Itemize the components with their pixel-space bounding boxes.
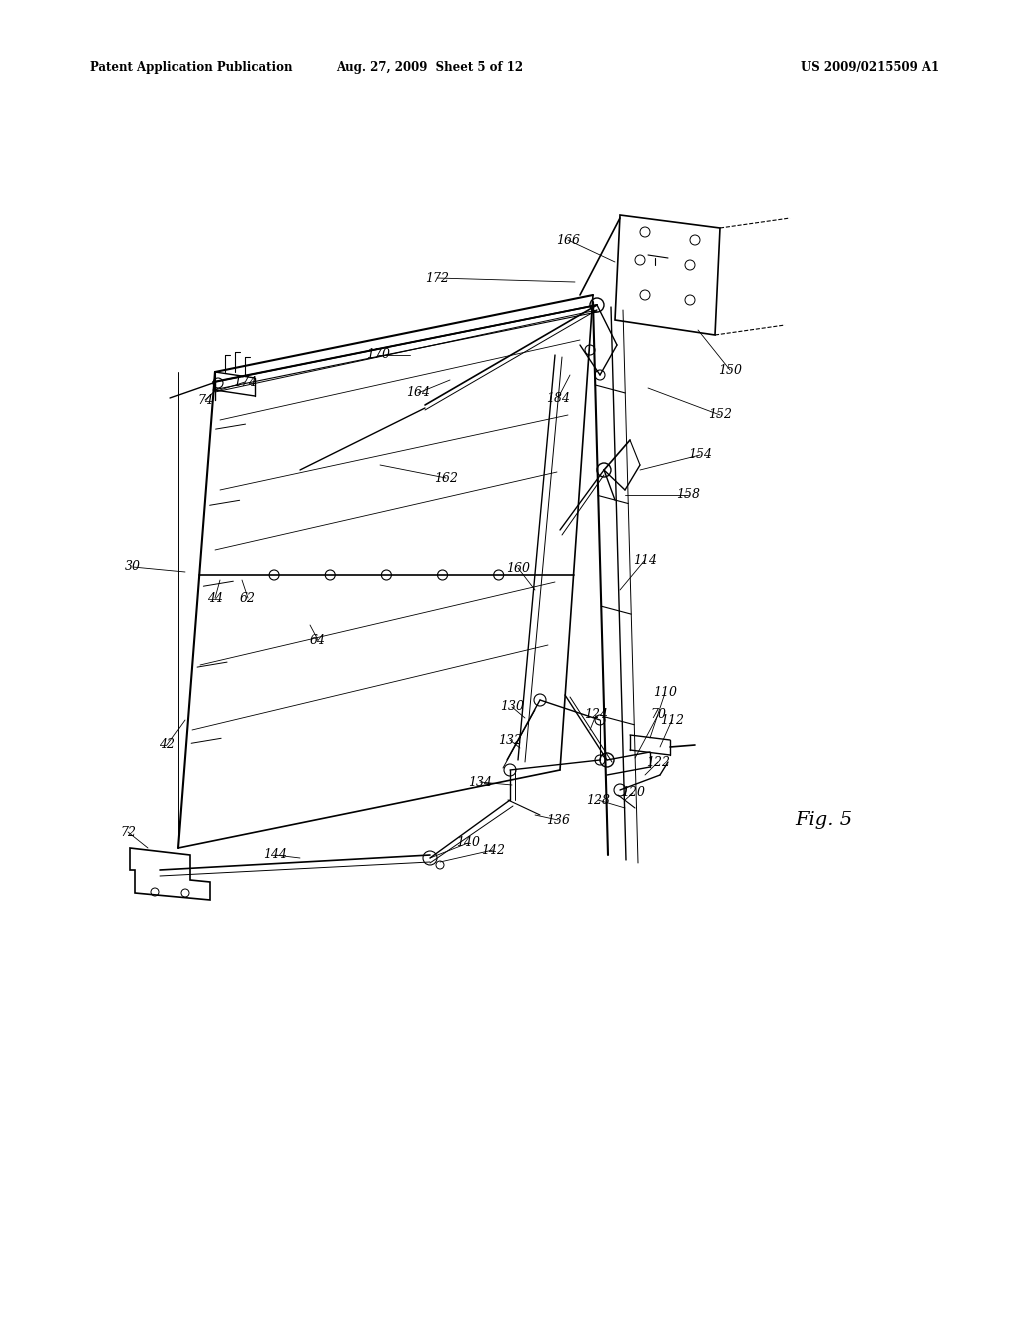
- Text: 134: 134: [468, 776, 492, 788]
- Text: 162: 162: [434, 471, 458, 484]
- Text: US 2009/0215509 A1: US 2009/0215509 A1: [801, 62, 939, 74]
- Text: 170: 170: [366, 348, 390, 362]
- Text: 142: 142: [481, 843, 505, 857]
- Text: 70: 70: [650, 709, 666, 722]
- Text: 164: 164: [406, 387, 430, 400]
- Text: 152: 152: [708, 408, 732, 421]
- Text: 172: 172: [425, 272, 449, 285]
- Text: 42: 42: [159, 738, 175, 751]
- Text: 64: 64: [310, 634, 326, 647]
- Text: 114: 114: [633, 553, 657, 566]
- Text: 62: 62: [240, 591, 256, 605]
- Text: 174: 174: [233, 375, 257, 388]
- Text: 112: 112: [660, 714, 684, 726]
- Text: 110: 110: [653, 686, 677, 700]
- Text: 122: 122: [646, 755, 670, 768]
- Text: 150: 150: [718, 363, 742, 376]
- Text: Aug. 27, 2009  Sheet 5 of 12: Aug. 27, 2009 Sheet 5 of 12: [337, 62, 523, 74]
- Text: Patent Application Publication: Patent Application Publication: [90, 62, 293, 74]
- Text: 160: 160: [506, 561, 530, 574]
- Text: 154: 154: [688, 449, 712, 462]
- Text: 74: 74: [197, 393, 213, 407]
- Text: 140: 140: [456, 837, 480, 850]
- Text: 128: 128: [586, 793, 610, 807]
- Text: 120: 120: [621, 787, 645, 800]
- Text: 72: 72: [120, 825, 136, 838]
- Text: 144: 144: [263, 849, 287, 862]
- Text: 124: 124: [584, 709, 608, 722]
- Text: 130: 130: [500, 701, 524, 714]
- Text: 44: 44: [207, 591, 223, 605]
- Text: Fig. 5: Fig. 5: [795, 810, 852, 829]
- Text: 158: 158: [676, 488, 700, 502]
- Text: 132: 132: [498, 734, 522, 747]
- Text: 136: 136: [546, 813, 570, 826]
- Text: 166: 166: [556, 234, 580, 247]
- Text: 30: 30: [125, 561, 141, 573]
- Text: 184: 184: [546, 392, 570, 404]
